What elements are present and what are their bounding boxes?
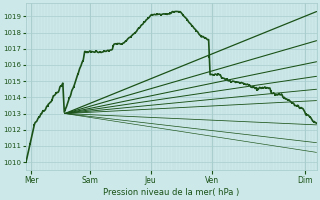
X-axis label: Pression niveau de la mer( hPa ): Pression niveau de la mer( hPa ) <box>103 188 239 197</box>
